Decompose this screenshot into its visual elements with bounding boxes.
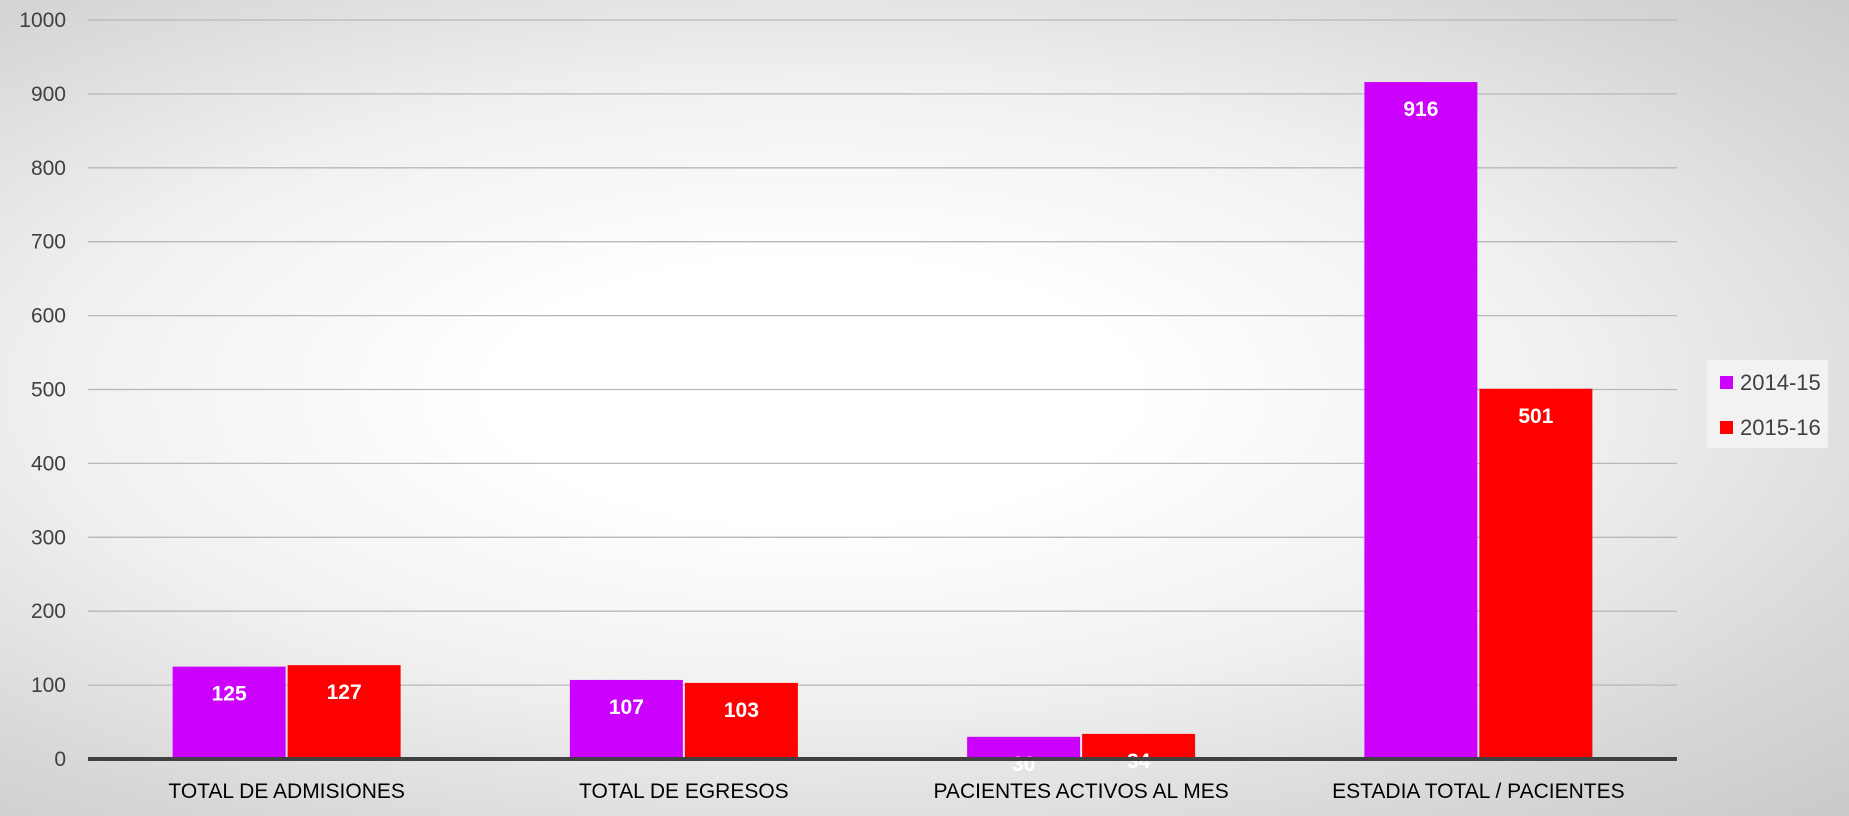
y-tick-label: 800: [31, 157, 66, 180]
legend: 2014-15 2015-16: [1707, 360, 1828, 448]
data-label: 30: [1012, 753, 1035, 776]
y-tick-label: 600: [31, 305, 66, 328]
bar: [287, 665, 401, 759]
data-label: 34: [1127, 750, 1151, 773]
bars: 125 127 107 103 30 34 916 501: [172, 82, 1593, 776]
y-tick-label: 300: [31, 526, 66, 549]
legend-swatch: [1720, 421, 1733, 434]
data-label: 103: [724, 699, 759, 722]
legend-entry: 2015-16: [1740, 415, 1821, 440]
bar: [172, 666, 286, 759]
bar: [1479, 388, 1593, 759]
y-tick-label: 400: [31, 452, 66, 475]
y-tick-label: 700: [31, 231, 66, 254]
y-tick-label: 0: [54, 748, 66, 771]
bar: [684, 682, 798, 759]
data-label: 107: [609, 696, 644, 719]
bar: [569, 679, 683, 759]
category-label: TOTAL DE ADMISIONES: [168, 780, 405, 803]
bar: [1364, 82, 1478, 760]
legend-entry: 2014-15: [1740, 370, 1821, 395]
y-tick-label: 1000: [19, 9, 66, 32]
category-labels: TOTAL DE ADMISIONES TOTAL DE EGRESOS PACIE…: [168, 780, 1624, 803]
y-tick-label: 900: [31, 83, 66, 106]
category-label: TOTAL DE EGRESOS: [579, 780, 789, 803]
y-tick-label: 200: [31, 600, 66, 623]
bar: [967, 736, 1081, 759]
gridlines: [88, 19, 1677, 686]
data-label: 127: [327, 681, 362, 704]
bar: [1082, 733, 1196, 759]
category-label: PACIENTES ACTIVOS AL MES: [933, 780, 1228, 803]
data-label: 501: [1518, 405, 1553, 428]
data-label: 916: [1403, 98, 1438, 121]
data-label: 125: [212, 683, 247, 706]
y-axis-ticks: 0 100 200 300 400 500 600 700 800 900 1000: [19, 9, 66, 771]
legend-swatch: [1720, 376, 1733, 389]
y-tick-label: 500: [31, 379, 66, 402]
y-tick-label: 100: [31, 674, 66, 697]
category-label: ESTADIA TOTAL / PACIENTES: [1332, 780, 1625, 803]
